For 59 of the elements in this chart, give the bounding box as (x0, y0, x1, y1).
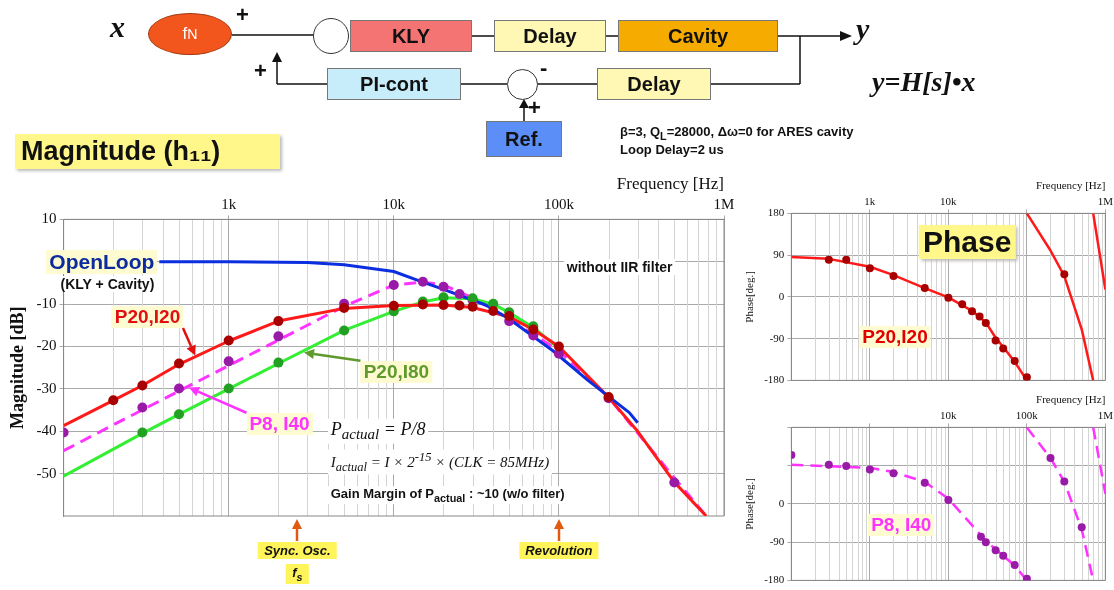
x-tick-label: 1k (864, 194, 876, 207)
x-tick-label: 1M (1097, 194, 1114, 207)
text: Loop Delay=2 us (620, 142, 725, 159)
text: β=3, Q$_{L}$=28000, Δω=0 for ARES cavity (620, 124, 855, 142)
series-label: P8, I40 (868, 514, 935, 537)
x-tick-label: 1M (1097, 408, 1114, 421)
y-tick-label: -90 (769, 535, 785, 548)
block-box: KLY (350, 20, 472, 52)
block-box: Ref. (486, 121, 562, 157)
annotation: Gain Margin of P$_{actual}$ : ~10 (w/o filter) (327, 486, 568, 505)
y-tick-label: 10 (41, 210, 57, 227)
x-tick-label: 10k (940, 408, 958, 421)
y-tick-label: -180 (764, 573, 785, 586)
y-tick-label: 180 (767, 206, 785, 219)
block-box: Delay (597, 68, 711, 100)
chart-title: Phase (918, 224, 1016, 259)
text: Sync. Osc. (258, 542, 337, 559)
x-tick-label: 100k (1015, 408, 1039, 421)
x-tick-label: 10k (382, 196, 406, 213)
text: P8, I40 (246, 413, 313, 436)
series-label: P20,I20 (859, 325, 931, 348)
y-tick-label: 90 (773, 248, 785, 261)
y-tick-label: -40 (36, 422, 57, 439)
annotation: I$_{actual}$ = I × 2$^{-15}$ × (CLK = 85MHz) (327, 449, 553, 475)
text: + (254, 58, 268, 83)
text: + (528, 95, 542, 120)
text: - (540, 55, 549, 80)
y-axis-title: Phase[deg.] (743, 478, 756, 530)
x-tick-label: 100k (543, 196, 575, 213)
text: x (110, 10, 126, 45)
y-tick-label: -30 (36, 379, 57, 396)
y-tick-label: -90 (769, 331, 785, 344)
series-label: P20,I80 (360, 361, 433, 384)
y-tick-label: 0 (778, 289, 785, 302)
y-tick-label: -50 (36, 464, 57, 481)
chart-title: Magnitude (h₁₁) (15, 134, 281, 169)
series-label: OpenLoop (46, 249, 158, 274)
series-label: P20,I20 (111, 306, 184, 329)
x-axis-title: Frequency [Hz] (1036, 393, 1106, 406)
text: + (236, 2, 250, 27)
x-axis-title: Frequency [Hz] (616, 173, 724, 193)
y-axis-title: Magnitude [dB] (7, 306, 28, 429)
x-tick-label: 1k (221, 196, 237, 213)
x-axis-title: Frequency [Hz] (1036, 179, 1106, 192)
y-tick-label: -180 (764, 373, 785, 386)
y-tick-label: -10 (36, 295, 57, 312)
annotation: without IIR filter (563, 258, 676, 275)
block-box: Cavity (618, 20, 778, 52)
annotation: (KLY + Cavity) (57, 275, 158, 292)
annotation: P$_{actual}$ = P/8 (327, 419, 429, 444)
text: f$_{s}$ (286, 564, 309, 584)
x-tick-label: 10k (940, 194, 958, 207)
y-tick-label: 0 (778, 496, 785, 509)
y-tick-label: -20 (36, 337, 57, 354)
block-box: PI-cont (327, 68, 461, 100)
y-axis-title: Phase[deg.] (743, 271, 756, 323)
x-tick-label: 1M (713, 196, 735, 213)
text: Revolution (519, 542, 599, 559)
block-box: Delay (494, 20, 606, 52)
